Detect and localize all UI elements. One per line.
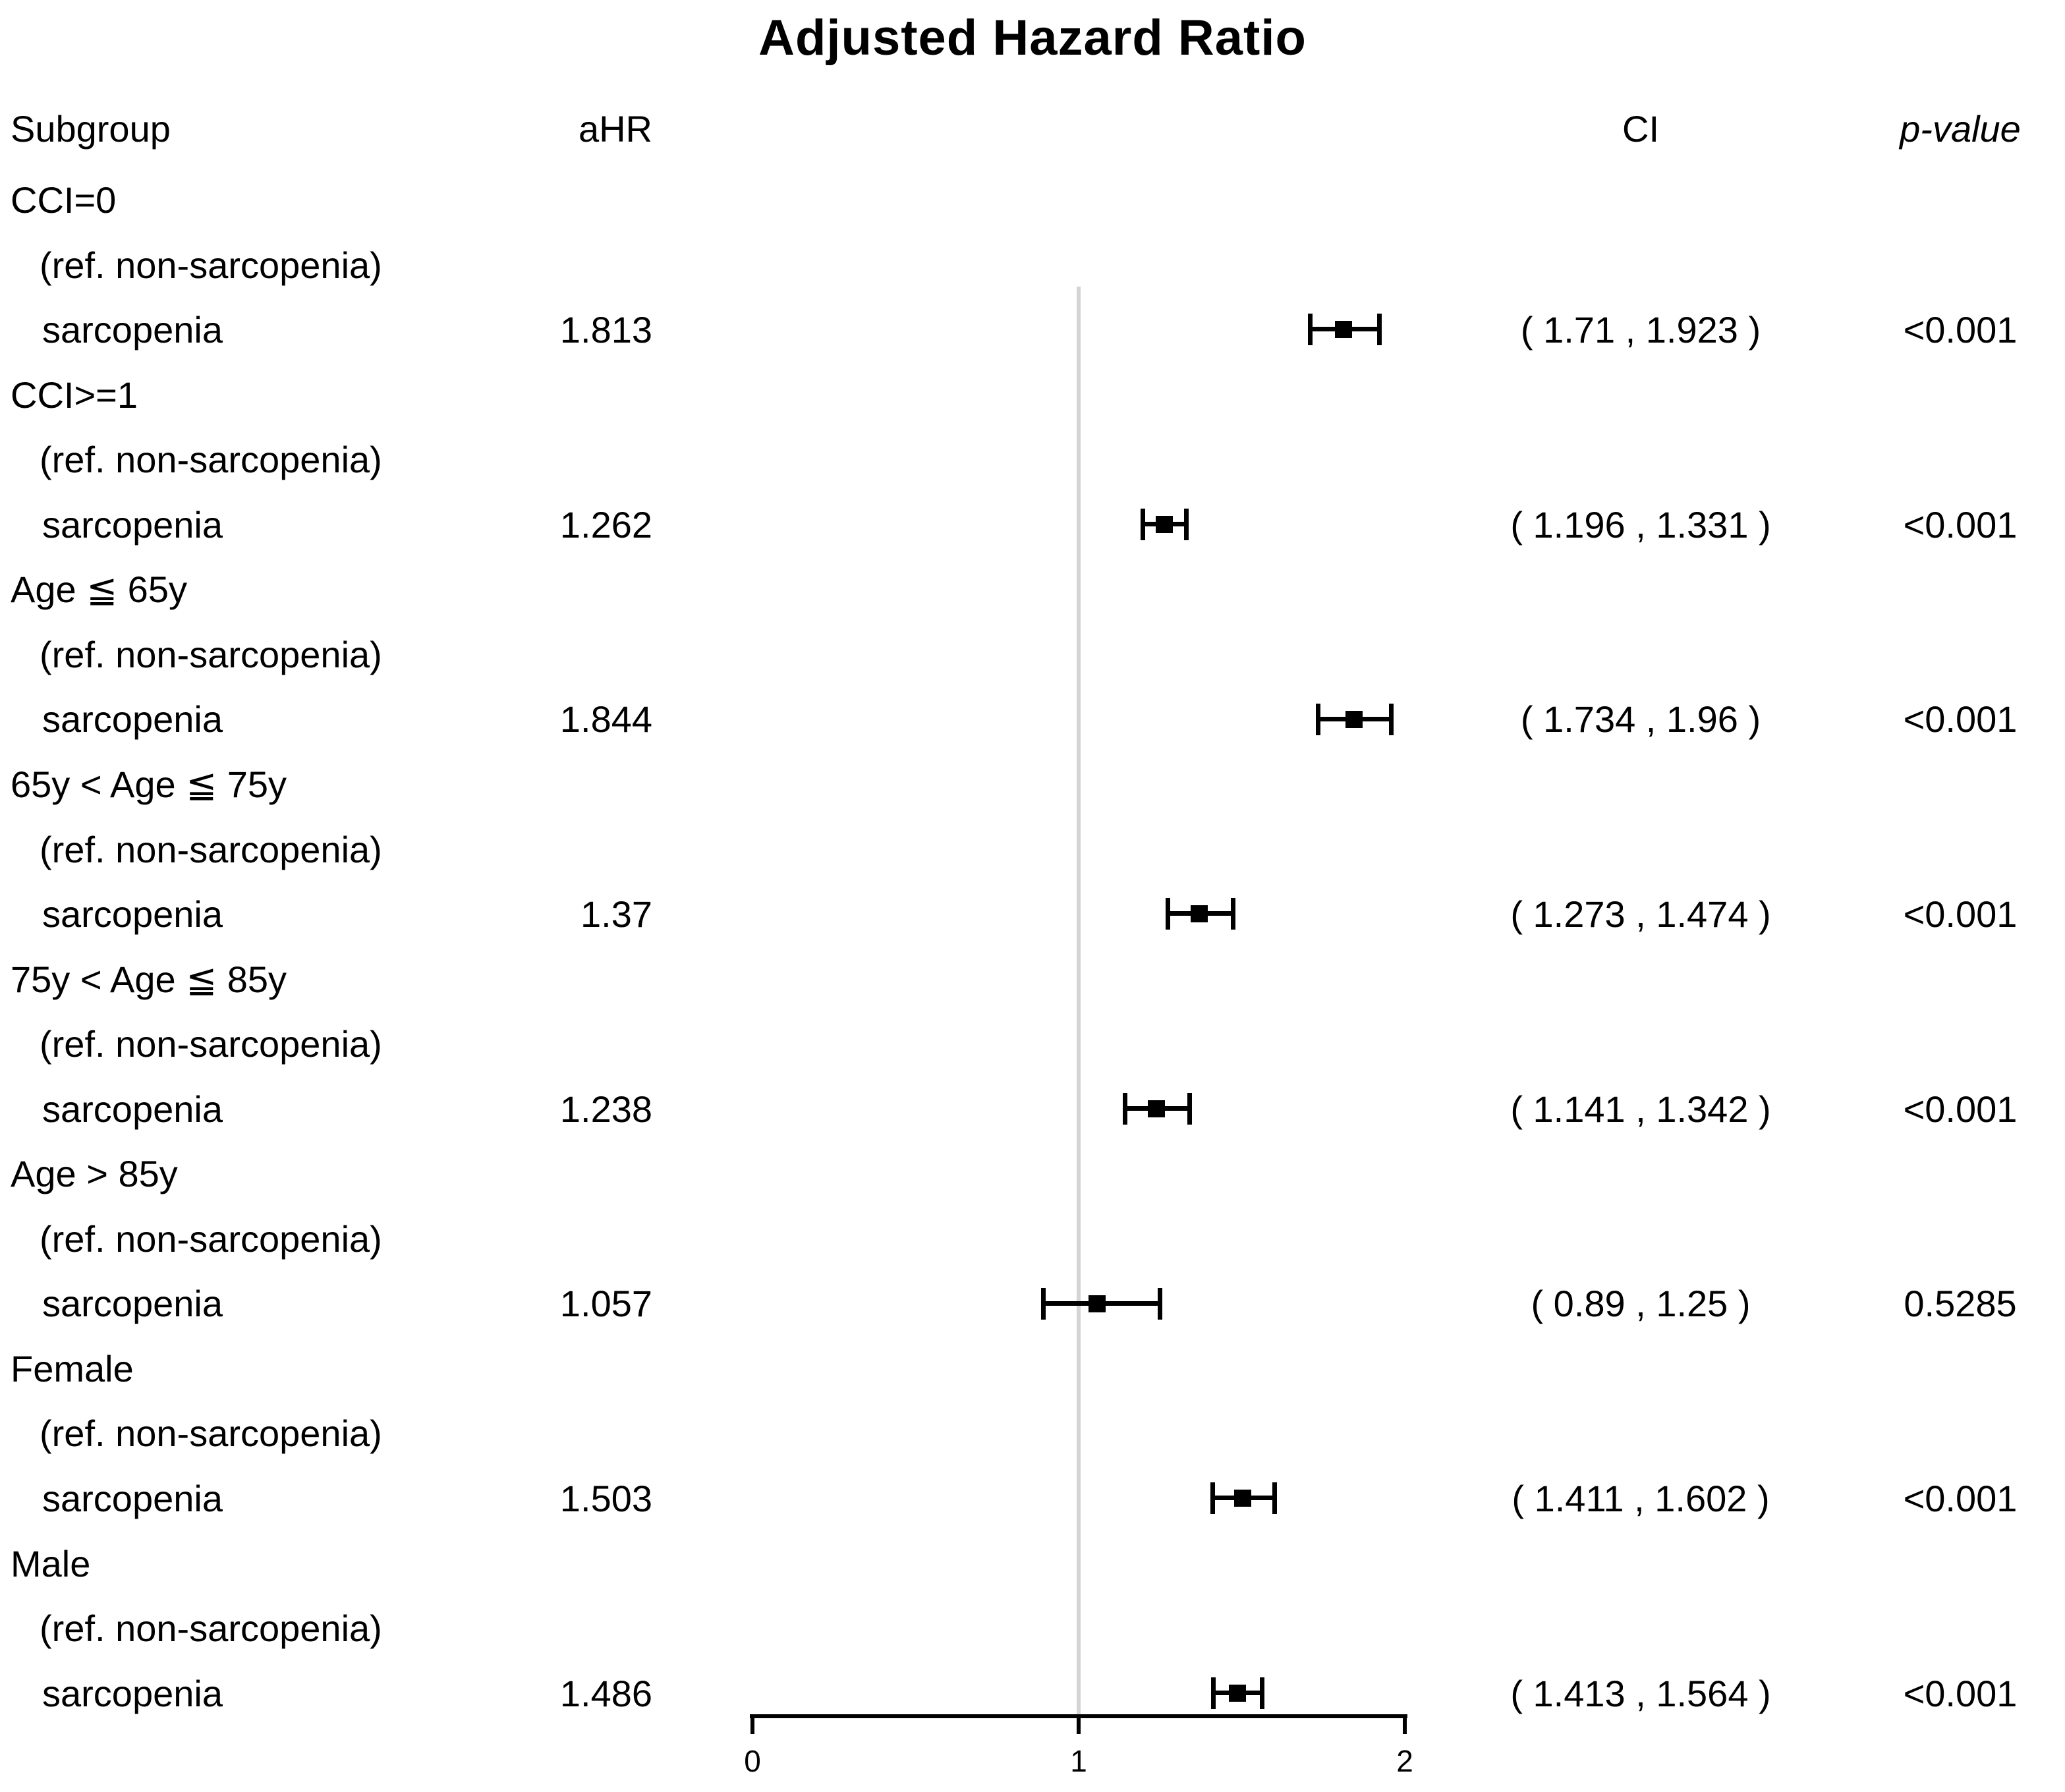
reference-label: (ref. non-sarcopenia) <box>40 244 382 286</box>
ci-errorbar <box>1210 1482 1277 1515</box>
ci-errorbar <box>1316 703 1394 735</box>
chart-title: Adjusted Hazard Ratio <box>758 10 1307 66</box>
ahr-value: 1.503 <box>559 1478 652 1519</box>
ci-cap-left <box>1210 1482 1216 1515</box>
ci-cap-left <box>1040 1287 1046 1320</box>
ahr-value: 1.37 <box>580 893 652 936</box>
ahr-value: 1.262 <box>559 503 652 546</box>
reference-label: (ref. non-sarcopenia) <box>40 1218 382 1260</box>
treatment-label: sarcopenia <box>42 1478 223 1519</box>
ci-errorbar <box>1211 1677 1265 1709</box>
ci-cap-left <box>1211 1677 1216 1709</box>
ci-value: ( 1.141 , 1.342 ) <box>1510 1088 1771 1130</box>
ci-errorbar <box>1122 1092 1193 1125</box>
ci-cap-right <box>1187 1092 1193 1125</box>
ci-errorbar <box>1166 898 1235 930</box>
ci-cap-right <box>1260 1677 1265 1709</box>
ci-errorbar <box>1141 509 1189 541</box>
ci-cap-right <box>1376 314 1382 346</box>
x-axis-tick-label: 1 <box>1070 1744 1087 1778</box>
p-value: <0.001 <box>1903 893 2018 936</box>
point-estimate-marker <box>1228 1684 1246 1702</box>
treatment-label: sarcopenia <box>42 1672 223 1714</box>
p-value: 0.5285 <box>1904 1283 2017 1325</box>
point-estimate-marker <box>1089 1295 1106 1312</box>
x-axis-tick-label: 2 <box>1396 1744 1413 1778</box>
ci-errorbar <box>1308 314 1382 346</box>
reference-label: (ref. non-sarcopenia) <box>40 439 382 481</box>
point-estimate-marker <box>1345 710 1363 728</box>
reference-label: (ref. non-sarcopenia) <box>40 1413 382 1455</box>
ci-cap-left <box>1141 509 1146 541</box>
point-estimate-marker <box>1147 1100 1165 1117</box>
ci-value: ( 0.89 , 1.25 ) <box>1531 1283 1751 1325</box>
point-estimate-marker <box>1191 905 1208 923</box>
ahr-value: 1.238 <box>559 1088 652 1130</box>
ci-value: ( 1.411 , 1.602 ) <box>1512 1478 1770 1519</box>
ahr-value: 1.057 <box>559 1283 652 1325</box>
p-value: <0.001 <box>1903 1478 2018 1519</box>
x-axis-tick <box>750 1714 754 1734</box>
ahr-value: 1.844 <box>559 698 652 741</box>
ci-cap-right <box>1272 1482 1277 1515</box>
ci-cap-right <box>1157 1287 1162 1320</box>
x-axis-tick-label: 0 <box>744 1744 761 1778</box>
column-header-ahr: aHR <box>578 108 652 150</box>
x-axis-tick <box>1403 1714 1407 1734</box>
ci-errorbar <box>1040 1287 1162 1320</box>
subgroup-label: CCI>=1 <box>11 374 138 416</box>
ahr-value: 1.813 <box>559 309 652 351</box>
treatment-label: sarcopenia <box>42 893 223 936</box>
p-value: <0.001 <box>1903 1672 2018 1714</box>
ci-cap-right <box>1230 898 1235 930</box>
ahr-value: 1.486 <box>559 1672 652 1714</box>
x-axis-tick <box>1077 1714 1081 1734</box>
ci-cap-left <box>1316 703 1321 735</box>
column-header-pvalue: p-value <box>1900 108 2021 150</box>
p-value: <0.001 <box>1903 503 2018 546</box>
ci-value: ( 1.734 , 1.96 ) <box>1520 698 1761 741</box>
ci-value: ( 1.196 , 1.331 ) <box>1510 503 1771 546</box>
subgroup-label: Female <box>11 1347 134 1389</box>
p-value: <0.001 <box>1903 309 2018 351</box>
reference-line-hr1 <box>1077 287 1081 1717</box>
ci-cap-left <box>1308 314 1313 346</box>
treatment-label: sarcopenia <box>42 1283 223 1325</box>
point-estimate-marker <box>1155 516 1173 534</box>
subgroup-label: 65y < Age ≦ 75y <box>11 763 287 805</box>
subgroup-label: Male <box>11 1542 91 1584</box>
p-value: <0.001 <box>1903 1088 2018 1130</box>
subgroup-label: 75y < Age ≦ 85y <box>11 958 287 1000</box>
treatment-label: sarcopenia <box>42 309 223 351</box>
column-header-subgroup: Subgroup <box>11 108 171 150</box>
reference-label: (ref. non-sarcopenia) <box>40 633 382 675</box>
subgroup-label: CCI=0 <box>11 179 117 221</box>
subgroup-label: Age ≦ 65y <box>11 569 187 611</box>
reference-label: (ref. non-sarcopenia) <box>40 1608 382 1650</box>
point-estimate-marker <box>1335 321 1353 339</box>
ci-cap-right <box>1183 509 1189 541</box>
ci-value: ( 1.273 , 1.474 ) <box>1510 893 1771 936</box>
point-estimate-marker <box>1233 1490 1251 1507</box>
column-header-ci: CI <box>1622 108 1659 150</box>
treatment-label: sarcopenia <box>42 503 223 546</box>
treatment-label: sarcopenia <box>42 698 223 741</box>
p-value: <0.001 <box>1903 698 2018 741</box>
ci-value: ( 1.413 , 1.564 ) <box>1510 1672 1771 1714</box>
reference-label: (ref. non-sarcopenia) <box>40 1023 382 1065</box>
ci-cap-left <box>1166 898 1171 930</box>
ci-value: ( 1.71 , 1.923 ) <box>1520 309 1761 351</box>
treatment-label: sarcopenia <box>42 1088 223 1130</box>
subgroup-label: Age > 85y <box>11 1153 178 1195</box>
reference-label: (ref. non-sarcopenia) <box>40 828 382 870</box>
ci-cap-right <box>1389 703 1394 735</box>
ci-cap-left <box>1122 1092 1127 1125</box>
